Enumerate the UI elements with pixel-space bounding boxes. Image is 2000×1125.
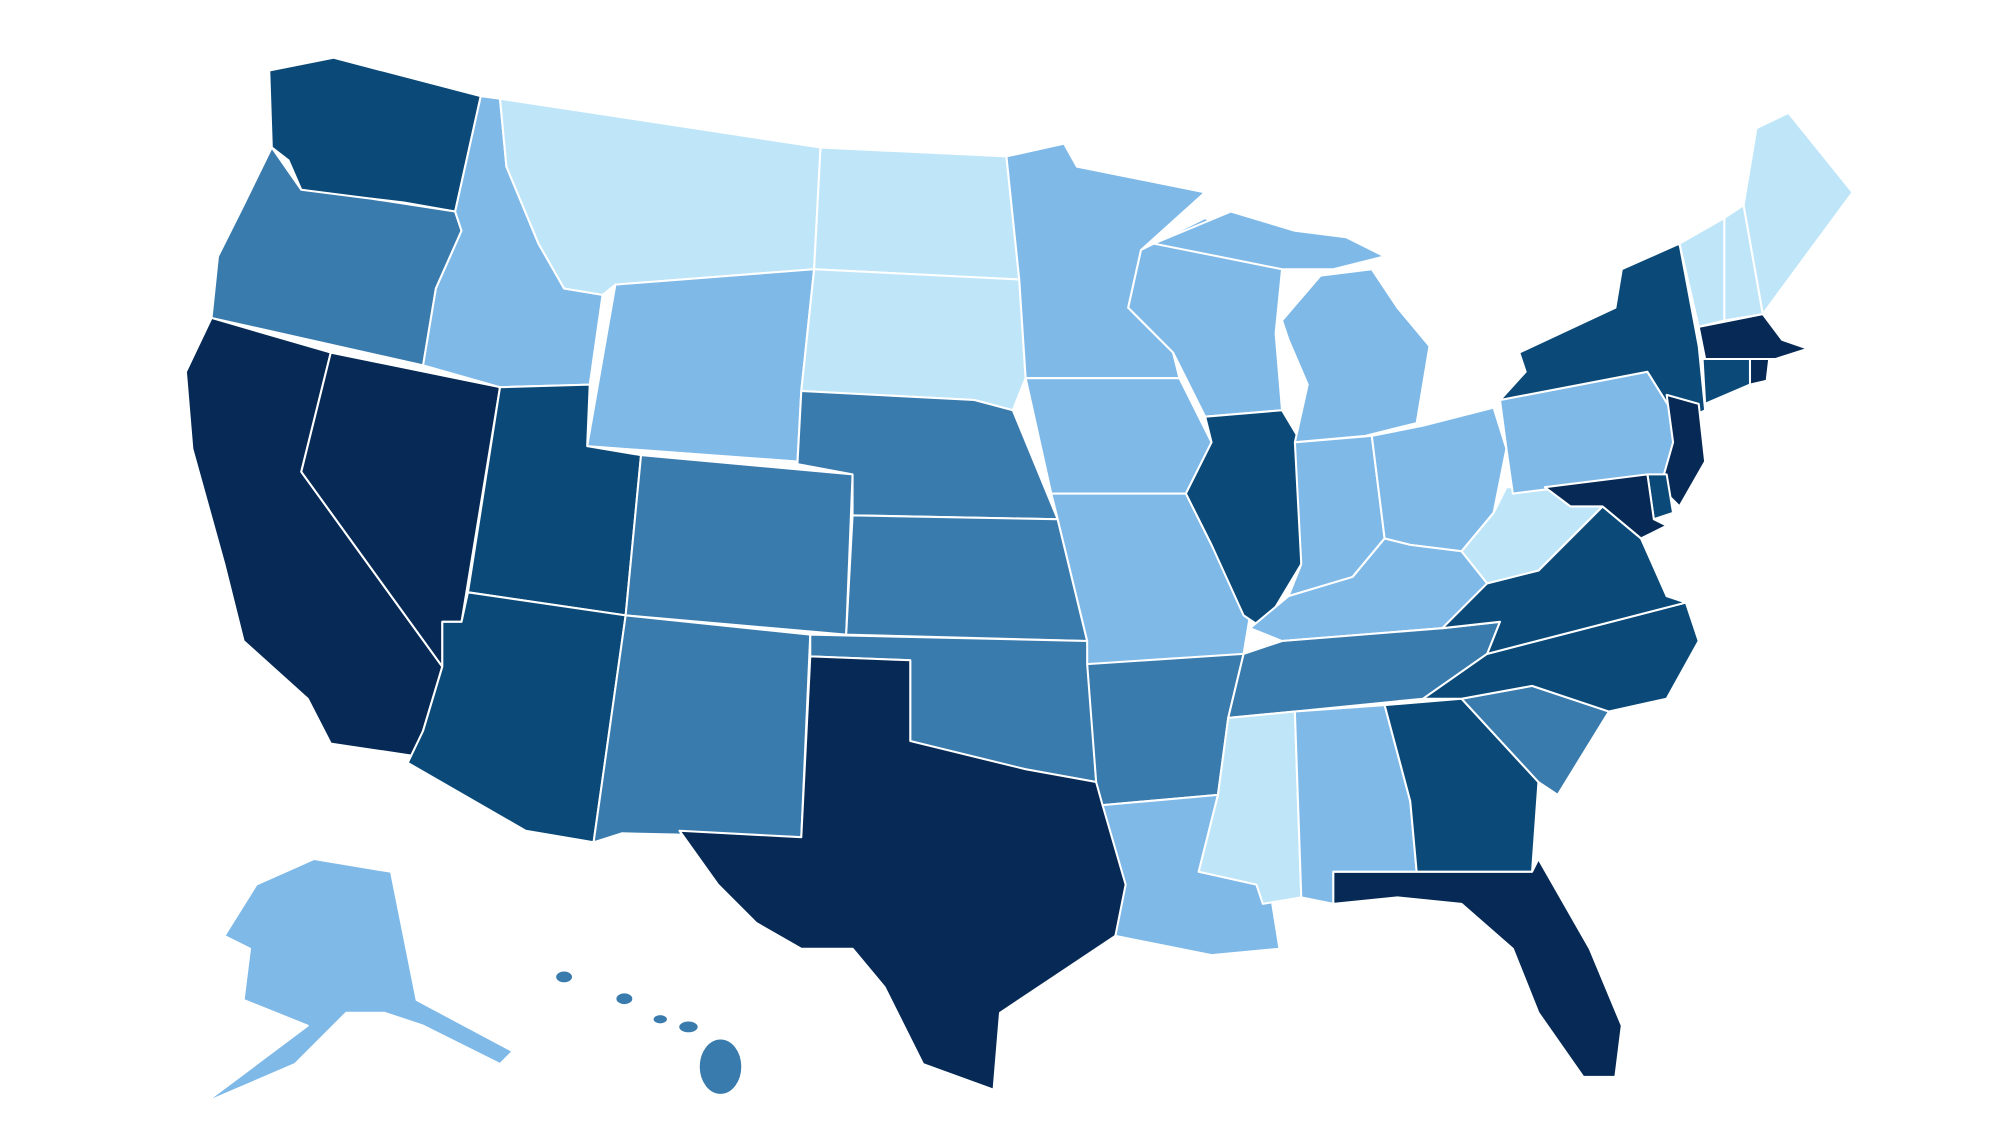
state — [1742, 111, 1854, 316]
state — [1543, 473, 1668, 540]
state — [1659, 393, 1707, 508]
state — [554, 969, 575, 985]
state — [813, 146, 1021, 281]
state — [1498, 242, 1707, 425]
state — [592, 614, 812, 844]
states — [184, 56, 1854, 1104]
state — [800, 268, 1027, 412]
state — [677, 1019, 700, 1035]
state — [614, 991, 635, 1007]
state — [651, 1013, 669, 1026]
state — [204, 857, 514, 1104]
state — [624, 454, 854, 636]
state — [1281, 268, 1431, 444]
state — [1748, 357, 1771, 386]
state — [697, 1037, 744, 1096]
state — [678, 655, 1130, 1091]
state — [1332, 857, 1623, 1078]
state — [845, 514, 1089, 643]
state — [1024, 377, 1213, 495]
state — [586, 268, 816, 463]
state — [1152, 210, 1386, 271]
